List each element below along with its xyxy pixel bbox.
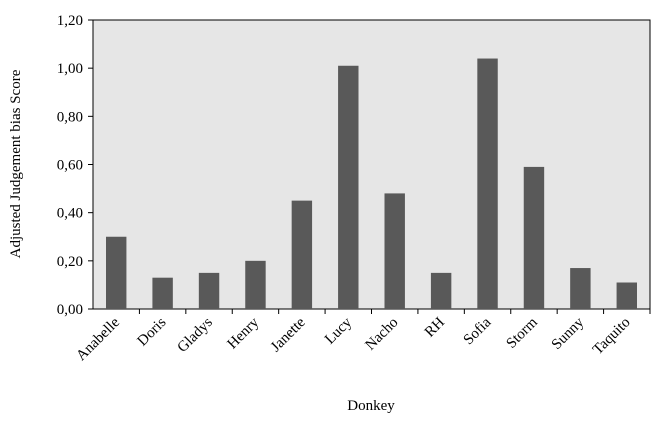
y-tick-label: 0,20 <box>57 254 83 270</box>
bar <box>477 58 498 310</box>
bar <box>291 200 313 309</box>
y-tick-label: 1,20 <box>57 13 83 29</box>
x-tick-label: Sunny <box>549 314 588 353</box>
bar <box>616 282 638 309</box>
x-tick-label: Gladys <box>175 314 216 355</box>
plot-area <box>92 19 651 310</box>
bar <box>198 272 220 309</box>
x-tick-label: Janette <box>268 314 309 355</box>
x-tick-label: Storm <box>504 314 541 351</box>
bar <box>570 268 591 309</box>
bar <box>523 166 545 309</box>
bar <box>152 277 173 309</box>
x-axis-label: Donkey <box>347 398 395 414</box>
x-tick-label: Nacho <box>363 315 402 354</box>
bar <box>245 260 266 309</box>
x-tick-label: Taquito <box>590 315 634 359</box>
x-tick-label: Henry <box>224 314 262 352</box>
y-tick-label: 0,60 <box>57 158 83 174</box>
x-tick-label: Doris <box>135 314 170 349</box>
y-tick-label: 0,00 <box>57 302 83 318</box>
bar <box>105 236 127 309</box>
y-axis-label: Adjusted Judgement bias Score <box>8 69 24 258</box>
y-tick-label: 0,40 <box>57 206 83 222</box>
x-tick-label: Anabelle <box>73 314 123 364</box>
y-tick-label: 1,00 <box>57 61 83 77</box>
x-tick-label: Sofia <box>461 314 495 348</box>
bar <box>430 272 452 309</box>
bar <box>338 65 359 309</box>
x-tick-label: RH <box>422 314 448 340</box>
x-tick-label: Lucy <box>322 314 355 347</box>
y-tick-label: 0,80 <box>57 109 83 125</box>
bar <box>384 193 405 309</box>
